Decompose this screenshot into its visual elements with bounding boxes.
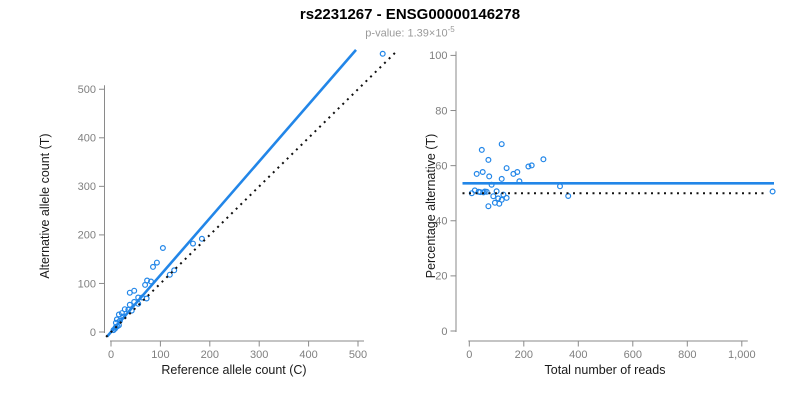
x-tick-label: 1,000 (728, 349, 756, 361)
x-tick-label: 100 (151, 349, 169, 361)
data-point (769, 188, 776, 195)
data-point (503, 194, 510, 201)
x-tick-label: 200 (201, 349, 219, 361)
data-point (153, 259, 160, 266)
data-point (498, 141, 505, 148)
data-point (150, 263, 157, 270)
data-point (485, 156, 492, 163)
data-point (143, 295, 150, 302)
y-tick-label: 200 (78, 230, 96, 242)
right-x-axis-title: Total number of reads (544, 363, 666, 377)
data-point (379, 50, 386, 57)
data-point (490, 193, 497, 200)
p-value-exponent: -5 (447, 25, 455, 34)
data-point (113, 316, 120, 323)
data-point (540, 156, 547, 163)
right-plot: 0 200 400 600 800 1,000 0 20 40 60 80 100 (429, 50, 776, 361)
data-point (483, 188, 490, 195)
y-tick-label: 100 (429, 50, 447, 62)
data-point (126, 301, 133, 308)
x-tick-label: 0 (108, 349, 114, 361)
data-point (131, 287, 138, 294)
data-point (166, 271, 173, 278)
x-tick-label: 400 (569, 349, 587, 361)
data-point (565, 193, 572, 200)
data-point (485, 203, 492, 210)
y-tick-label: 300 (78, 181, 96, 193)
data-point (190, 240, 197, 247)
x-tick-label: 500 (349, 349, 367, 361)
identity-line (105, 50, 398, 338)
data-point (121, 306, 128, 313)
data-point (556, 183, 563, 190)
data-point (144, 277, 151, 284)
x-tick-label: 800 (678, 349, 696, 361)
data-point (473, 170, 480, 177)
data-point (498, 196, 505, 203)
y-tick-label: 0 (90, 327, 96, 339)
left-y-axis-title: Alternative allele count (T) (38, 133, 52, 279)
data-point (514, 169, 521, 176)
data-point (159, 245, 166, 252)
y-tick-label: 400 (78, 133, 96, 145)
x-tick-label: 600 (624, 349, 642, 361)
data-point (198, 235, 205, 242)
y-tick-label: 60 (435, 160, 447, 172)
data-point (118, 310, 125, 317)
data-point (525, 163, 532, 170)
x-tick-label: 200 (515, 349, 533, 361)
data-point (478, 146, 485, 153)
y-tick-label: 40 (435, 216, 447, 228)
y-tick-label: 20 (435, 271, 447, 283)
left-plot: 0 100 200 300 400 500 0 100 200 300 400 500 (78, 49, 398, 361)
y-tick-label: 0 (441, 326, 447, 338)
right-y-axis-title: Percentage alternative (T) (424, 133, 438, 279)
data-point (503, 165, 510, 172)
x-tick-label: 400 (299, 349, 317, 361)
y-tick-label: 100 (78, 278, 96, 290)
plot-subtitle: p-value: 1.39×10-5 (10, 25, 800, 40)
data-point (528, 162, 535, 169)
x-tick-label: 0 (466, 349, 472, 361)
left-x-axis-title: Reference allele count (C) (161, 363, 307, 377)
x-tick-label: 300 (250, 349, 268, 361)
y-tick-label: 500 (78, 84, 96, 96)
data-point (479, 169, 486, 176)
y-tick-label: 80 (435, 105, 447, 117)
data-point (171, 267, 178, 274)
data-point (498, 175, 505, 182)
data-point (486, 173, 493, 180)
p-value-text: p-value: 1.39×10 (365, 27, 448, 40)
plot-title: rs2231267 - ENSG00000146278 (299, 6, 521, 23)
regression-line (106, 49, 357, 338)
data-point (495, 195, 502, 202)
